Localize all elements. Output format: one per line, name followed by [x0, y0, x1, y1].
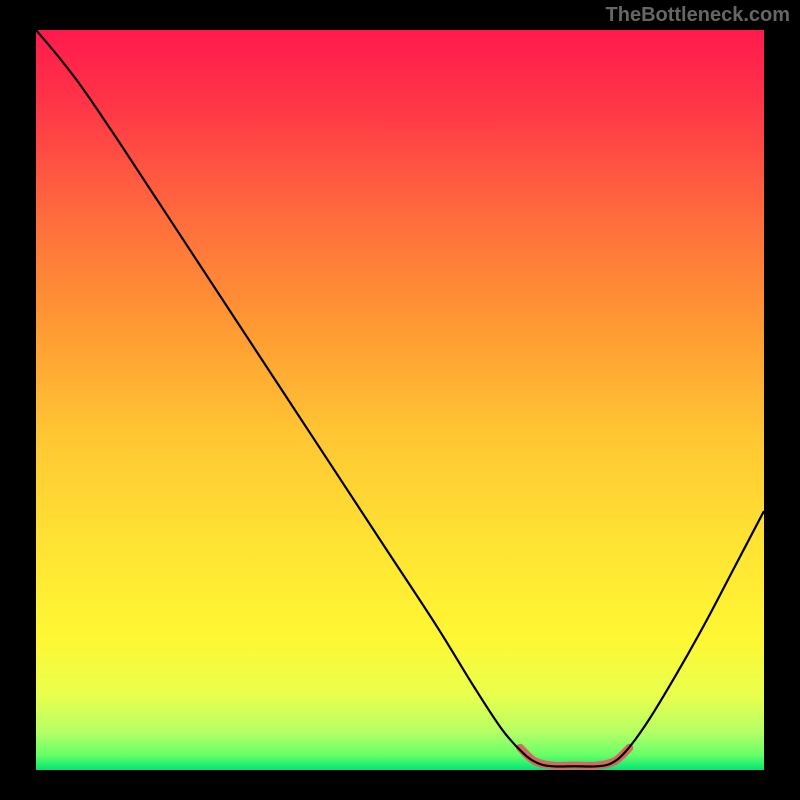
chart-container: { "watermark": { "text": "TheBottleneck.…: [0, 0, 800, 800]
watermark-text: TheBottleneck.com: [606, 4, 790, 27]
plot-svg: [36, 30, 764, 770]
plot-area: [36, 30, 764, 770]
bottleneck-curve: [36, 30, 764, 767]
